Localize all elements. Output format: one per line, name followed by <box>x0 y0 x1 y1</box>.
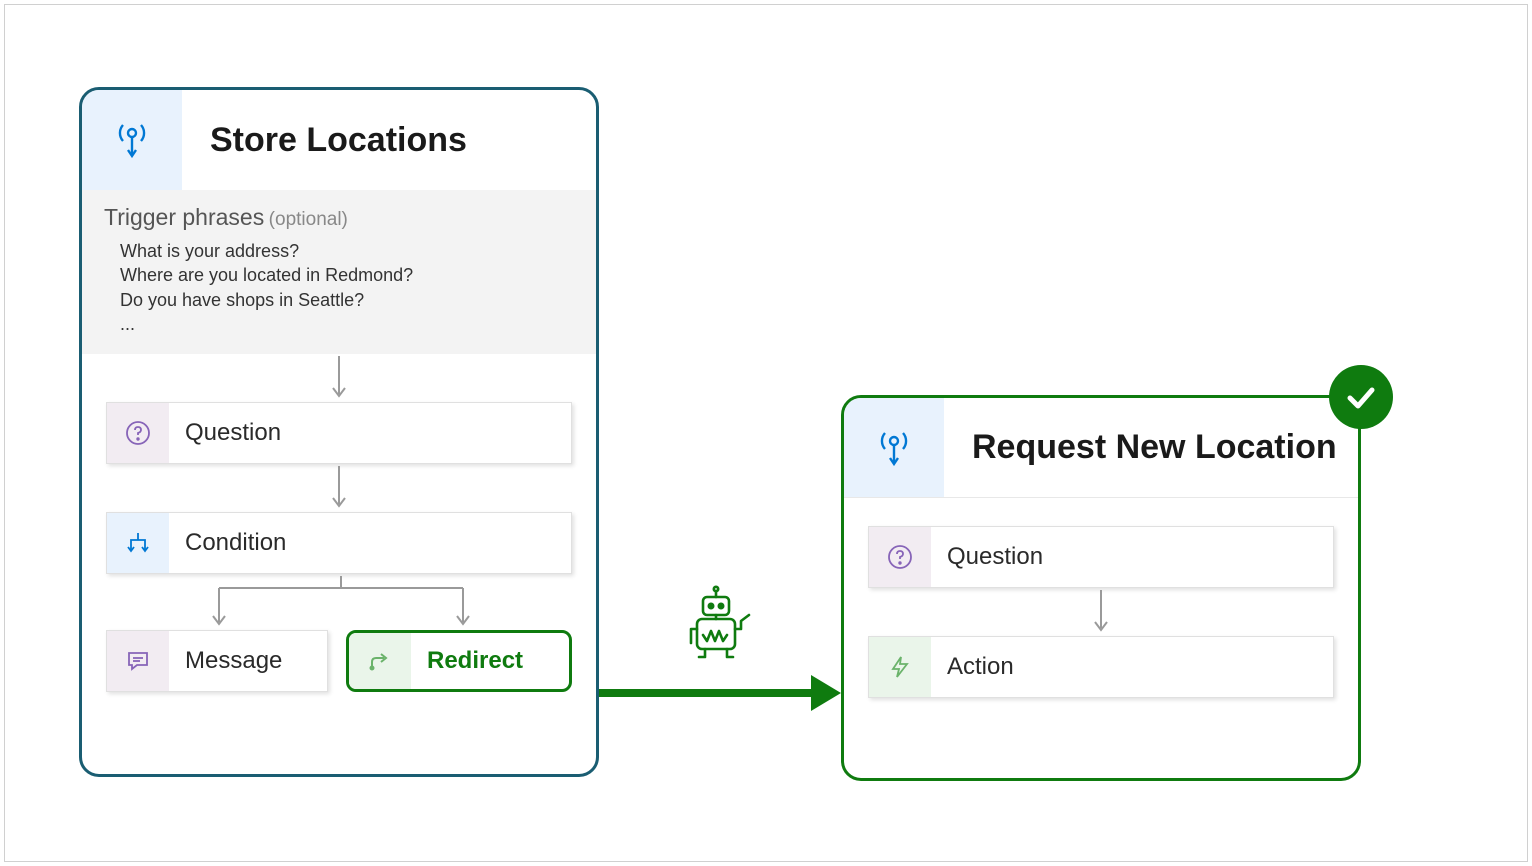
topic-title: Store Locations <box>182 90 596 190</box>
condition-icon <box>107 513 169 573</box>
trigger-label-row: Trigger phrases (optional) <box>104 204 574 231</box>
trigger-phrase: Do you have shops in Seattle? <box>120 288 574 312</box>
trigger-phrase: What is your address? <box>120 239 574 263</box>
connector <box>106 464 572 512</box>
check-icon <box>1342 378 1380 416</box>
message-icon <box>107 631 169 691</box>
message-node[interactable]: Message <box>106 630 328 692</box>
flow-area: Question Condition <box>82 354 596 712</box>
trigger-phrase: Where are you located in Redmond? <box>120 263 574 287</box>
topic-header: Store Locations <box>82 90 596 190</box>
check-badge <box>1329 365 1393 429</box>
robot-icon <box>677 585 755 663</box>
diagram-frame: Store Locations Trigger phrases (optiona… <box>4 4 1528 862</box>
connector <box>868 588 1334 636</box>
question-node[interactable]: Question <box>106 402 572 464</box>
question-label: Question <box>931 527 1333 587</box>
topic-icon-box <box>82 90 182 190</box>
topic-card-request-new-location: Request New Location Question Action <box>841 395 1361 781</box>
antenna-icon <box>115 120 149 160</box>
trigger-phrases-section: Trigger phrases (optional) What is your … <box>82 190 596 354</box>
question-node[interactable]: Question <box>868 526 1334 588</box>
trigger-label: Trigger phrases <box>104 204 264 230</box>
topic-card-store-locations: Store Locations Trigger phrases (optiona… <box>79 87 599 777</box>
trigger-optional: (optional) <box>269 209 348 230</box>
action-label: Action <box>931 637 1333 697</box>
topic-icon-box <box>844 398 944 497</box>
redirect-node[interactable]: Redirect <box>346 630 572 692</box>
antenna-icon <box>877 428 911 468</box>
action-node[interactable]: Action <box>868 636 1334 698</box>
redirect-arrow <box>599 673 841 713</box>
topic-header: Request New Location <box>844 398 1358 498</box>
redirect-label: Redirect <box>411 633 569 689</box>
action-icon <box>869 637 931 697</box>
branch-row: Message Redirect <box>106 630 572 692</box>
condition-label: Condition <box>169 513 571 573</box>
question-label: Question <box>169 403 571 463</box>
connector <box>106 354 572 402</box>
condition-node[interactable]: Condition <box>106 512 572 574</box>
branch-connector <box>106 574 572 630</box>
redirect-icon <box>349 633 411 689</box>
flow-area: Question Action <box>844 498 1358 718</box>
message-label: Message <box>169 631 327 691</box>
question-icon <box>869 527 931 587</box>
topic-title: Request New Location <box>944 398 1358 497</box>
question-icon <box>107 403 169 463</box>
trigger-phrase: ... <box>120 312 574 336</box>
trigger-phrases-list: What is your address? Where are you loca… <box>104 231 574 336</box>
